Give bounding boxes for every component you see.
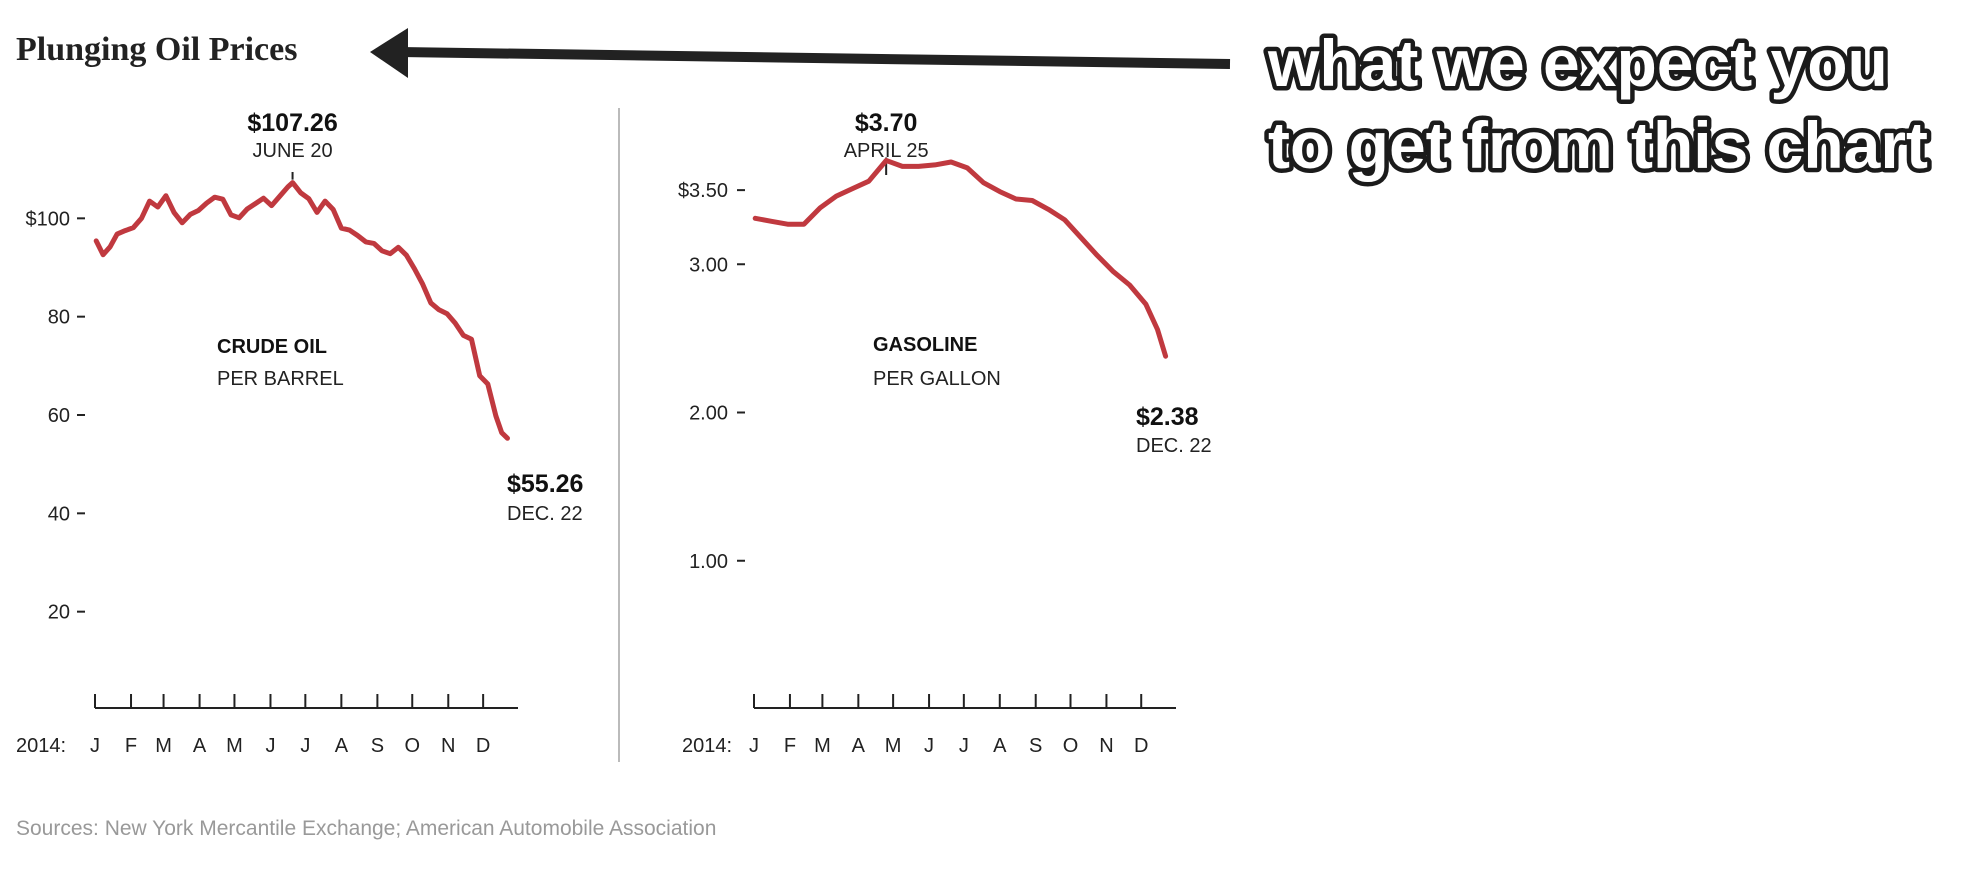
x-tick-label: S (371, 735, 384, 757)
x-tick-label: A (993, 735, 1007, 757)
series-subtitle: PER GALLON (873, 368, 1001, 390)
series-title: CRUDE OIL (217, 336, 327, 358)
chart-title: Plunging Oil Prices (16, 31, 297, 68)
y-tick-label: 1.00 (689, 551, 728, 573)
x-tick-label: F (784, 735, 796, 757)
y-tick-label: 60 (48, 405, 70, 427)
x-tick-label: F (125, 735, 137, 757)
x-tick-label: M (226, 735, 243, 757)
y-axis: $100 80 60 40 20 (26, 208, 85, 624)
y-tick-label: 20 (48, 602, 70, 624)
x-tick-label: J (749, 735, 759, 757)
y-tick-label: 40 (48, 503, 70, 525)
peak-date-label: APRIL 25 (844, 140, 929, 162)
x-tick-label: S (1029, 735, 1042, 757)
source-note: Sources: New York Mercantile Exchange; A… (16, 817, 716, 840)
series-title: GASOLINE (873, 334, 977, 356)
end-value-label: $55.26 (507, 470, 583, 498)
y-tick-label: 3.00 (689, 254, 728, 276)
end-date-label: DEC. 22 (507, 503, 583, 525)
x-tick-label: J (90, 735, 100, 757)
crude-oil-chart: $107.26 JUNE 20 CRUDE OIL PER BARREL $55… (16, 109, 583, 757)
x-tick-label: M (814, 735, 831, 757)
arrow (370, 28, 1231, 78)
y-tick-label: 80 (48, 307, 70, 329)
x-tick-label: A (193, 735, 207, 757)
x-tick-label: J (924, 735, 934, 757)
callout-line-2: to get from this chart (1268, 108, 1928, 182)
series-subtitle: PER BARREL (217, 368, 344, 390)
y-tick-label: 2.00 (689, 403, 728, 425)
gasoline-price-line (752, 158, 1169, 359)
y-tick-label: $100 (26, 208, 71, 230)
y-tick-label: $3.50 (678, 180, 728, 202)
end-value-label: $2.38 (1136, 403, 1199, 431)
year-label: 2014: (16, 735, 66, 757)
gasoline-chart: $3.70 APRIL 25 GASOLINE PER GALLON $2.38… (678, 109, 1212, 757)
peak-value-label: $107.26 (247, 109, 337, 137)
peak-date-label: JUNE 20 (253, 140, 333, 162)
x-tick-label: M (885, 735, 902, 757)
x-tick-label: J (959, 735, 969, 757)
crude-oil-price-line (93, 180, 510, 441)
year-label: 2014: (682, 735, 732, 757)
peak-value-label: $3.70 (855, 109, 918, 137)
x-tick-label: N (1099, 735, 1113, 757)
x-tick-label: J (300, 735, 310, 757)
arrow-head (370, 28, 408, 78)
x-tick-label: O (1063, 735, 1079, 757)
x-tick-label: A (335, 735, 349, 757)
x-tick-label: A (852, 735, 866, 757)
x-tick-label: N (441, 735, 455, 757)
callout-line-1: what we expect you (1267, 26, 1888, 100)
x-tick-label: O (404, 735, 420, 757)
x-tick-label: M (155, 735, 172, 757)
end-date-label: DEC. 22 (1136, 435, 1212, 457)
x-tick-label: D (476, 735, 490, 757)
x-tick-label: J (265, 735, 275, 757)
arrow-shaft (399, 47, 1231, 69)
y-axis: $3.50 3.00 2.00 1.00 (678, 180, 745, 573)
x-tick-label: D (1134, 735, 1148, 757)
